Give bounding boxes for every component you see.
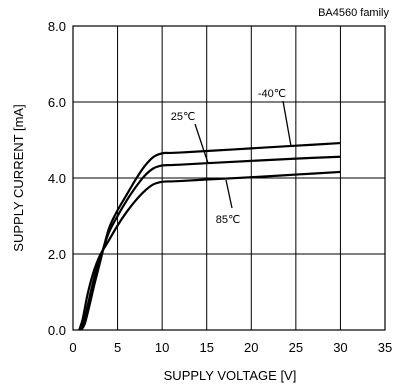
series-line	[81, 143, 340, 330]
x-axis-label: SUPPLY VOLTAGE [V]	[164, 368, 297, 383]
x-tick-label: 30	[333, 340, 347, 355]
y-axis-label: SUPPLY CURRENT [mA]	[11, 104, 26, 251]
series-label: -40℃	[258, 88, 286, 100]
series-line	[79, 172, 340, 330]
y-tick-label: 6.0	[48, 95, 66, 110]
series-line	[80, 157, 340, 330]
x-tick-label: 25	[289, 340, 303, 355]
x-tick-label: 35	[378, 340, 392, 355]
family-label: BA4560 family	[318, 7, 389, 19]
series-label: 85℃	[216, 214, 241, 226]
y-tick-label: 2.0	[48, 247, 66, 262]
y-tick-label: 8.0	[48, 19, 66, 34]
series-label: 25℃	[171, 111, 196, 123]
x-tick-label: 15	[199, 340, 213, 355]
series-annotations: -40℃ 25℃ 85℃	[171, 88, 291, 226]
annotation-leader	[283, 101, 291, 146]
x-tick-label: 0	[69, 340, 76, 355]
series-lines	[79, 143, 340, 330]
annotation-leader	[226, 180, 232, 208]
annotation-leader	[195, 124, 208, 163]
x-tick-label: 5	[114, 340, 121, 355]
y-tick-label: 4.0	[48, 171, 66, 186]
y-tick-label: 0.0	[48, 323, 66, 338]
x-tick-label: 10	[155, 340, 169, 355]
x-tick-label: 20	[244, 340, 258, 355]
